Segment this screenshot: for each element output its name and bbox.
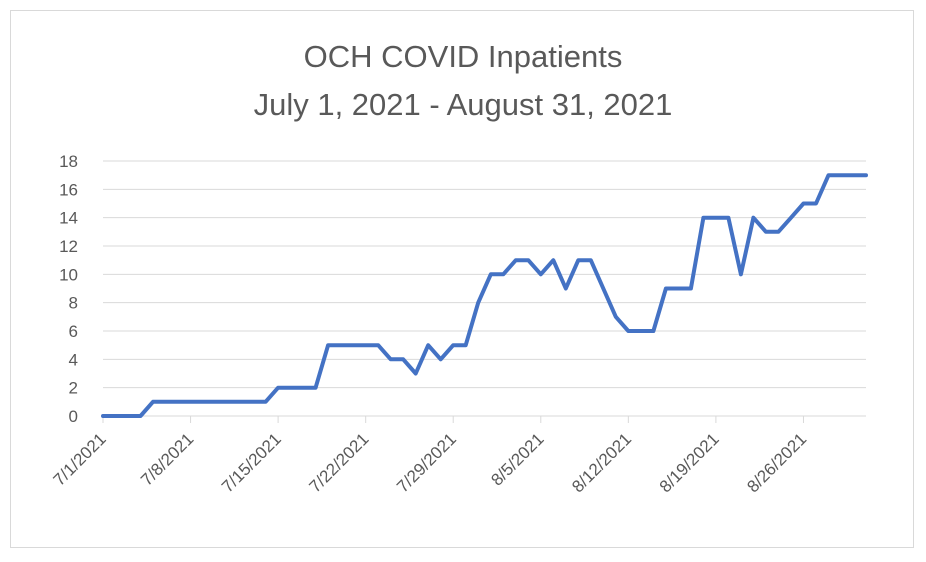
- y-axis-ticks: 0 2 4 6 8 10 12 14 16 18: [59, 152, 78, 426]
- x-tick-label: 7/8/2021: [137, 429, 197, 489]
- x-tick-label: 8/26/2021: [743, 429, 810, 496]
- x-tick-label: 7/1/2021: [50, 429, 110, 489]
- x-tick-label: 7/15/2021: [218, 429, 285, 496]
- series-group: [101, 173, 868, 418]
- x-tick-label: 7/29/2021: [393, 429, 460, 496]
- gridlines: [103, 160, 866, 389]
- y-tick-label: 16: [59, 180, 78, 199]
- y-tick-label: 6: [69, 322, 78, 341]
- y-tick-label: 12: [59, 237, 78, 256]
- y-tick-label: 10: [59, 265, 78, 284]
- x-axis: [102, 415, 866, 423]
- x-tick-label: 7/22/2021: [306, 429, 373, 496]
- y-tick-label: 0: [69, 407, 78, 426]
- x-tick-label: 8/12/2021: [568, 429, 635, 496]
- y-tick-label: 2: [69, 379, 78, 398]
- chart-frame: [10, 10, 914, 548]
- y-tick-label: 8: [69, 294, 78, 313]
- x-axis-ticks: 7/1/2021 7/8/2021 7/15/2021 7/22/2021 7/29/2…: [50, 429, 811, 496]
- y-tick-label: 14: [59, 209, 78, 228]
- series-line: [101, 173, 868, 418]
- chart-title: OCH COVID Inpatients: [303, 39, 623, 74]
- y-tick-label: 4: [69, 350, 78, 369]
- chart-subtitle: July 1, 2021 - August 31, 2021: [253, 87, 673, 122]
- x-tick-label: 8/19/2021: [656, 429, 723, 496]
- y-tick-label: 18: [59, 152, 78, 171]
- x-tick-label: 8/5/2021: [487, 429, 547, 489]
